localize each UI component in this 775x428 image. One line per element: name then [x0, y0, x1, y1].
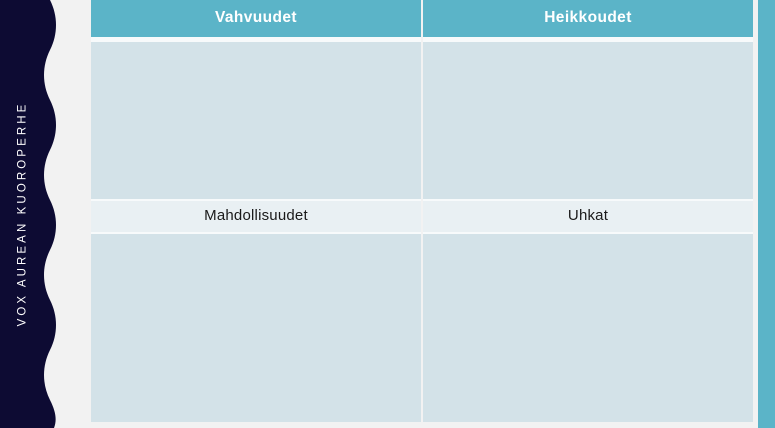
sidebar-wave-shape	[0, 0, 56, 428]
swot-matrix: Vahvuudet Heikkoudet Mahdollisuudet Uhka…	[91, 0, 753, 422]
quadrant-header-threats: Uhkat	[423, 199, 753, 234]
quadrant-header-weaknesses: Heikkoudet	[423, 0, 753, 42]
quadrant-header-opportunities-label: Mahdollisuudet	[204, 207, 308, 225]
quadrant-header-opportunities: Mahdollisuudet	[91, 199, 421, 234]
quadrant-body-strengths[interactable]	[91, 42, 421, 199]
quadrant-body-weaknesses[interactable]	[423, 42, 753, 199]
quadrant-header-weaknesses-label: Heikkoudet	[544, 9, 632, 27]
sidebar-title: VOX AUREAN KUOROPERHE	[0, 0, 44, 428]
quadrant-header-strengths-label: Vahvuudet	[215, 9, 297, 27]
quadrant-body-threats[interactable]	[423, 234, 753, 422]
quadrant-header-strengths: Vahvuudet	[91, 0, 421, 42]
sidebar: VOX AUREAN KUOROPERHE	[0, 0, 62, 428]
sidebar-title-text: VOX AUREAN KUOROPERHE	[16, 101, 29, 327]
right-accent-bar	[758, 0, 775, 428]
quadrant-header-threats-label: Uhkat	[567, 207, 609, 225]
quadrant-body-opportunities[interactable]	[91, 234, 421, 422]
